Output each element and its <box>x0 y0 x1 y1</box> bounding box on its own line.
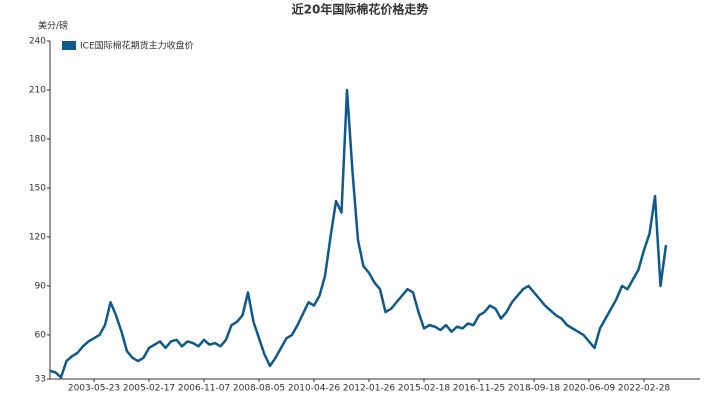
chart-title: 近20年国际棉花价格走势 <box>292 2 429 17</box>
y-tick-label: 60 <box>35 330 47 340</box>
y-tick-label: 90 <box>35 281 47 291</box>
x-tick-label: 2016-11-25 <box>453 384 505 394</box>
x-tick-label: 2015-02-18 <box>398 384 451 394</box>
y-axis-label: 美分/磅 <box>38 20 68 32</box>
y-tick-label: 210 <box>29 85 46 95</box>
x-tick-label: 2005-02-17 <box>123 384 175 394</box>
x-tick-label: 2022-02-28 <box>618 384 671 394</box>
x-tick-label: 2012-01-26 <box>343 384 396 394</box>
y-tick-label: 150 <box>29 183 46 193</box>
legend-swatch <box>62 41 76 50</box>
y-tick-label: 33 <box>35 375 46 385</box>
y-tick-label: 240 <box>29 37 46 47</box>
x-tick-label: 2003-05-23 <box>68 384 120 394</box>
legend-label: ICE国际棉花期货主力收盘价 <box>80 40 194 52</box>
x-tick-label: 2010-04-26 <box>288 384 341 394</box>
line-series <box>49 88 668 379</box>
x-tick-label: 2008-08-05 <box>233 384 285 394</box>
x-tick-label: 2018-09-18 <box>508 384 561 394</box>
y-tick-label: 120 <box>29 232 46 242</box>
y-tick-label: 180 <box>29 134 46 144</box>
x-tick-label: 2006-11-07 <box>178 384 230 394</box>
x-tick-label: 2020-06-09 <box>563 384 616 394</box>
